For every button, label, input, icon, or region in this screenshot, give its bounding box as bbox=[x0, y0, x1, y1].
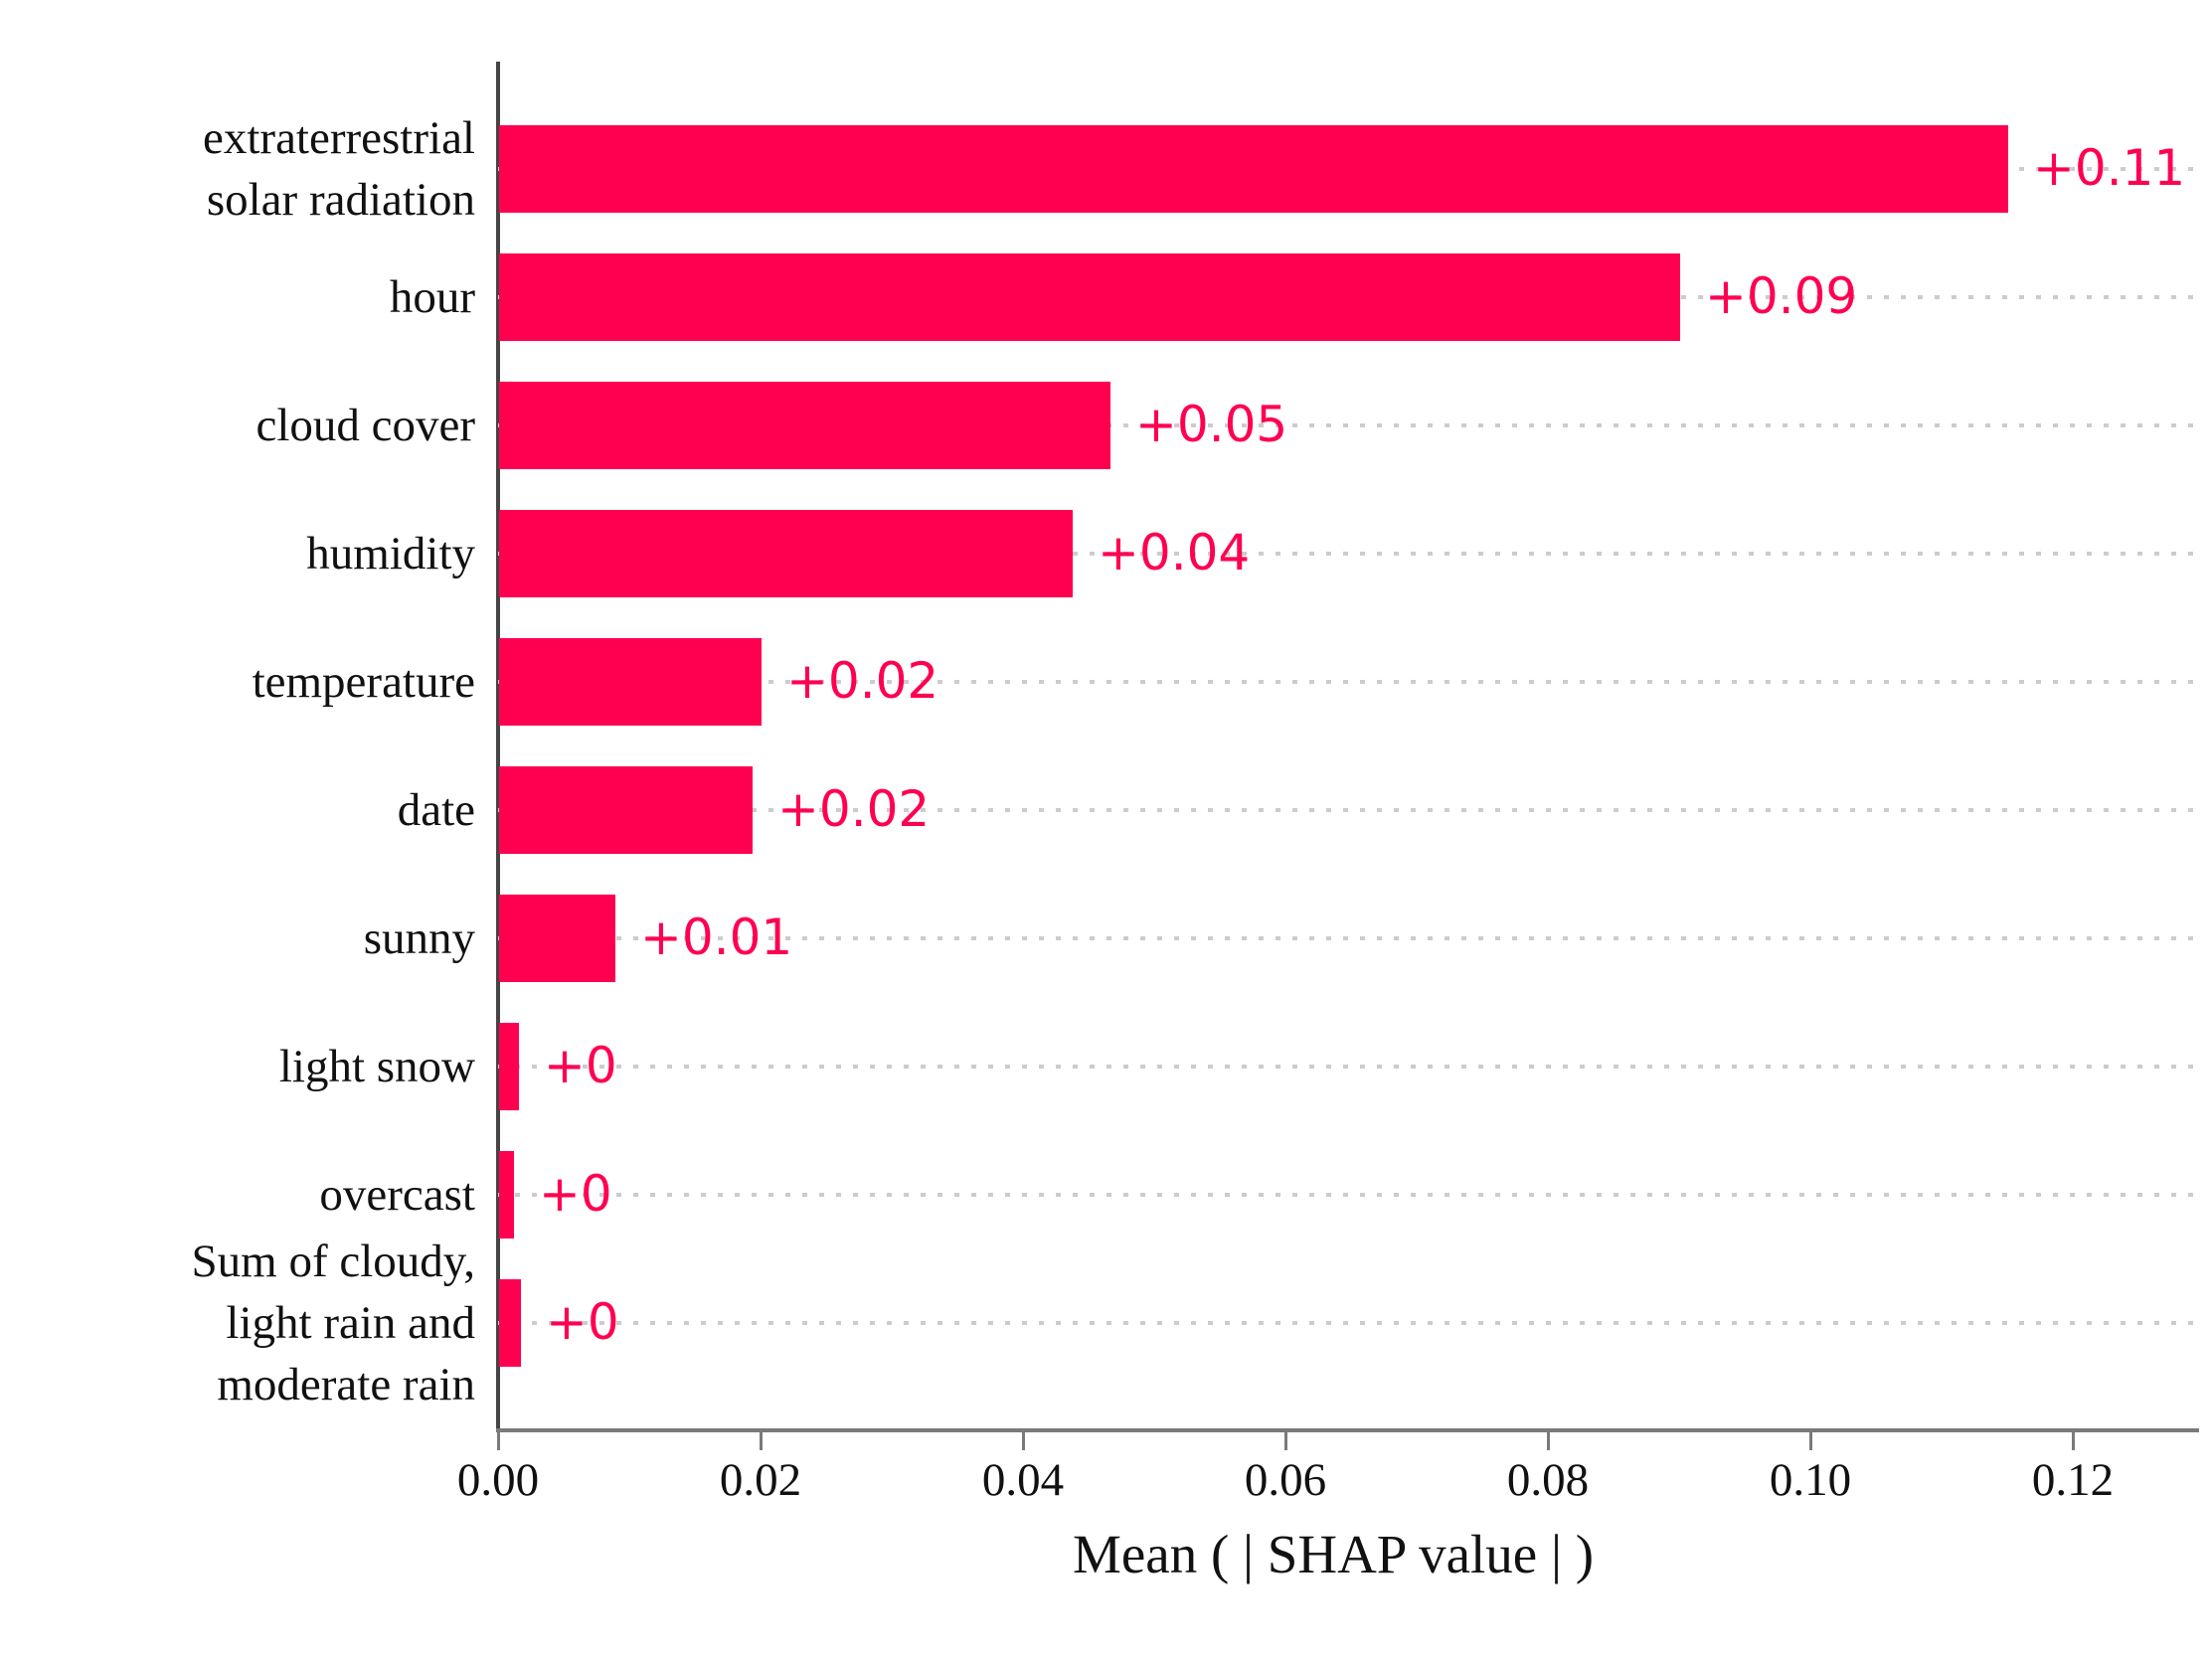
bar-value-label: +0.09 bbox=[1705, 266, 1858, 325]
bar-value-label: +0.04 bbox=[1098, 523, 1251, 581]
bar-value-label: +0 bbox=[546, 1292, 619, 1351]
y-tick-label: extraterrestrial solar radiation bbox=[203, 112, 475, 226]
y-tick-label: hour bbox=[389, 271, 475, 323]
x-tick-mark bbox=[1022, 1432, 1025, 1450]
x-tick-mark bbox=[1284, 1432, 1287, 1450]
bar-value-label: +0.01 bbox=[640, 908, 793, 966]
y-tick-label: sunny bbox=[363, 912, 475, 964]
row-gridline bbox=[498, 808, 2199, 812]
x-tick-label: 0.02 bbox=[719, 1454, 802, 1506]
bar-value-label: +0 bbox=[544, 1036, 617, 1094]
row-gridline bbox=[498, 936, 2199, 940]
x-tick-label: 0.04 bbox=[981, 1454, 1065, 1506]
x-tick-mark bbox=[497, 1432, 500, 1450]
x-tick-mark bbox=[760, 1432, 763, 1450]
x-tick-label: 0.10 bbox=[1769, 1454, 1852, 1506]
bar bbox=[499, 1023, 519, 1110]
row-gridline bbox=[498, 1065, 2199, 1069]
row-gridline bbox=[498, 680, 2199, 684]
bar-value-label: +0.02 bbox=[777, 779, 931, 838]
bar bbox=[499, 382, 1110, 469]
bar-value-label: +0.11 bbox=[2033, 138, 2186, 197]
x-axis-title: Mean ( | SHAP value | ) bbox=[1072, 1524, 1595, 1584]
bar-value-label: +0.02 bbox=[786, 651, 939, 710]
bar bbox=[499, 895, 615, 982]
bar bbox=[499, 638, 762, 726]
row-gridline bbox=[498, 423, 2199, 427]
x-tick-mark bbox=[1809, 1432, 1812, 1450]
y-tick-label: date bbox=[397, 784, 475, 836]
x-tick-mark bbox=[1547, 1432, 1550, 1450]
bar bbox=[499, 1279, 521, 1367]
bar bbox=[499, 766, 753, 854]
row-gridline bbox=[498, 1321, 2199, 1325]
bar-value-label: +0 bbox=[539, 1164, 612, 1223]
bar-value-label: +0.05 bbox=[1135, 395, 1288, 453]
x-axis-line bbox=[496, 1428, 2199, 1432]
y-tick-label: Sum of cloudy, light rain and moderate r… bbox=[191, 1236, 475, 1410]
x-tick-label: 0.08 bbox=[1506, 1454, 1590, 1506]
y-tick-label: overcast bbox=[319, 1169, 475, 1221]
x-tick-mark bbox=[2072, 1432, 2075, 1450]
y-axis-spine bbox=[496, 62, 500, 1432]
y-tick-label: cloud cover bbox=[255, 400, 475, 451]
x-tick-label: 0.12 bbox=[2031, 1454, 2115, 1506]
y-tick-label: light snow bbox=[278, 1041, 475, 1092]
bar bbox=[499, 1151, 514, 1239]
bar bbox=[499, 253, 1680, 341]
bar bbox=[499, 125, 2008, 213]
y-tick-label: temperature bbox=[252, 656, 475, 708]
y-tick-label: humidity bbox=[306, 528, 475, 579]
row-gridline bbox=[498, 552, 2199, 556]
row-gridline bbox=[498, 1193, 2199, 1197]
x-tick-label: 0.06 bbox=[1244, 1454, 1327, 1506]
x-tick-label: 0.00 bbox=[456, 1454, 540, 1506]
bar bbox=[499, 510, 1073, 597]
